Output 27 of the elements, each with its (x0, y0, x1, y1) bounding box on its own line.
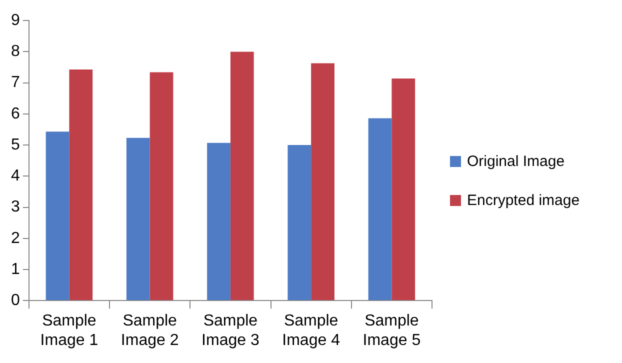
bar (311, 63, 334, 300)
x-tick-label: Sample Image 4 (282, 312, 340, 349)
bar (69, 69, 93, 300)
bar (368, 118, 392, 300)
y-tick-label: 2 (10, 230, 20, 247)
x-tick-label: Sample Image 2 (120, 312, 179, 349)
legend-label: Encrypted image (467, 192, 580, 208)
bar (392, 78, 416, 300)
x-tick-label: Sample Image 1 (40, 312, 98, 349)
x-tick-label: Sample Image 5 (362, 312, 421, 349)
y-tick-label: 9 (10, 12, 20, 30)
bar (230, 52, 254, 300)
y-tick-label: 6 (10, 105, 20, 122)
x-tick-label: Sample Image 3 (202, 312, 260, 349)
bar (46, 132, 70, 300)
bar (207, 142, 230, 300)
y-tick-label: 8 (10, 43, 20, 60)
bar (126, 138, 150, 300)
legend-label: Original Image (467, 152, 565, 170)
y-tick-label: 0 (10, 292, 20, 310)
bar (150, 72, 174, 300)
y-tick-label: 3 (10, 198, 20, 216)
bar (288, 145, 312, 300)
y-tick-label: 5 (10, 136, 20, 154)
y-tick-label: 7 (10, 74, 20, 92)
y-tick-label: 1 (10, 260, 20, 278)
y-tick-label: 4 (10, 168, 20, 185)
